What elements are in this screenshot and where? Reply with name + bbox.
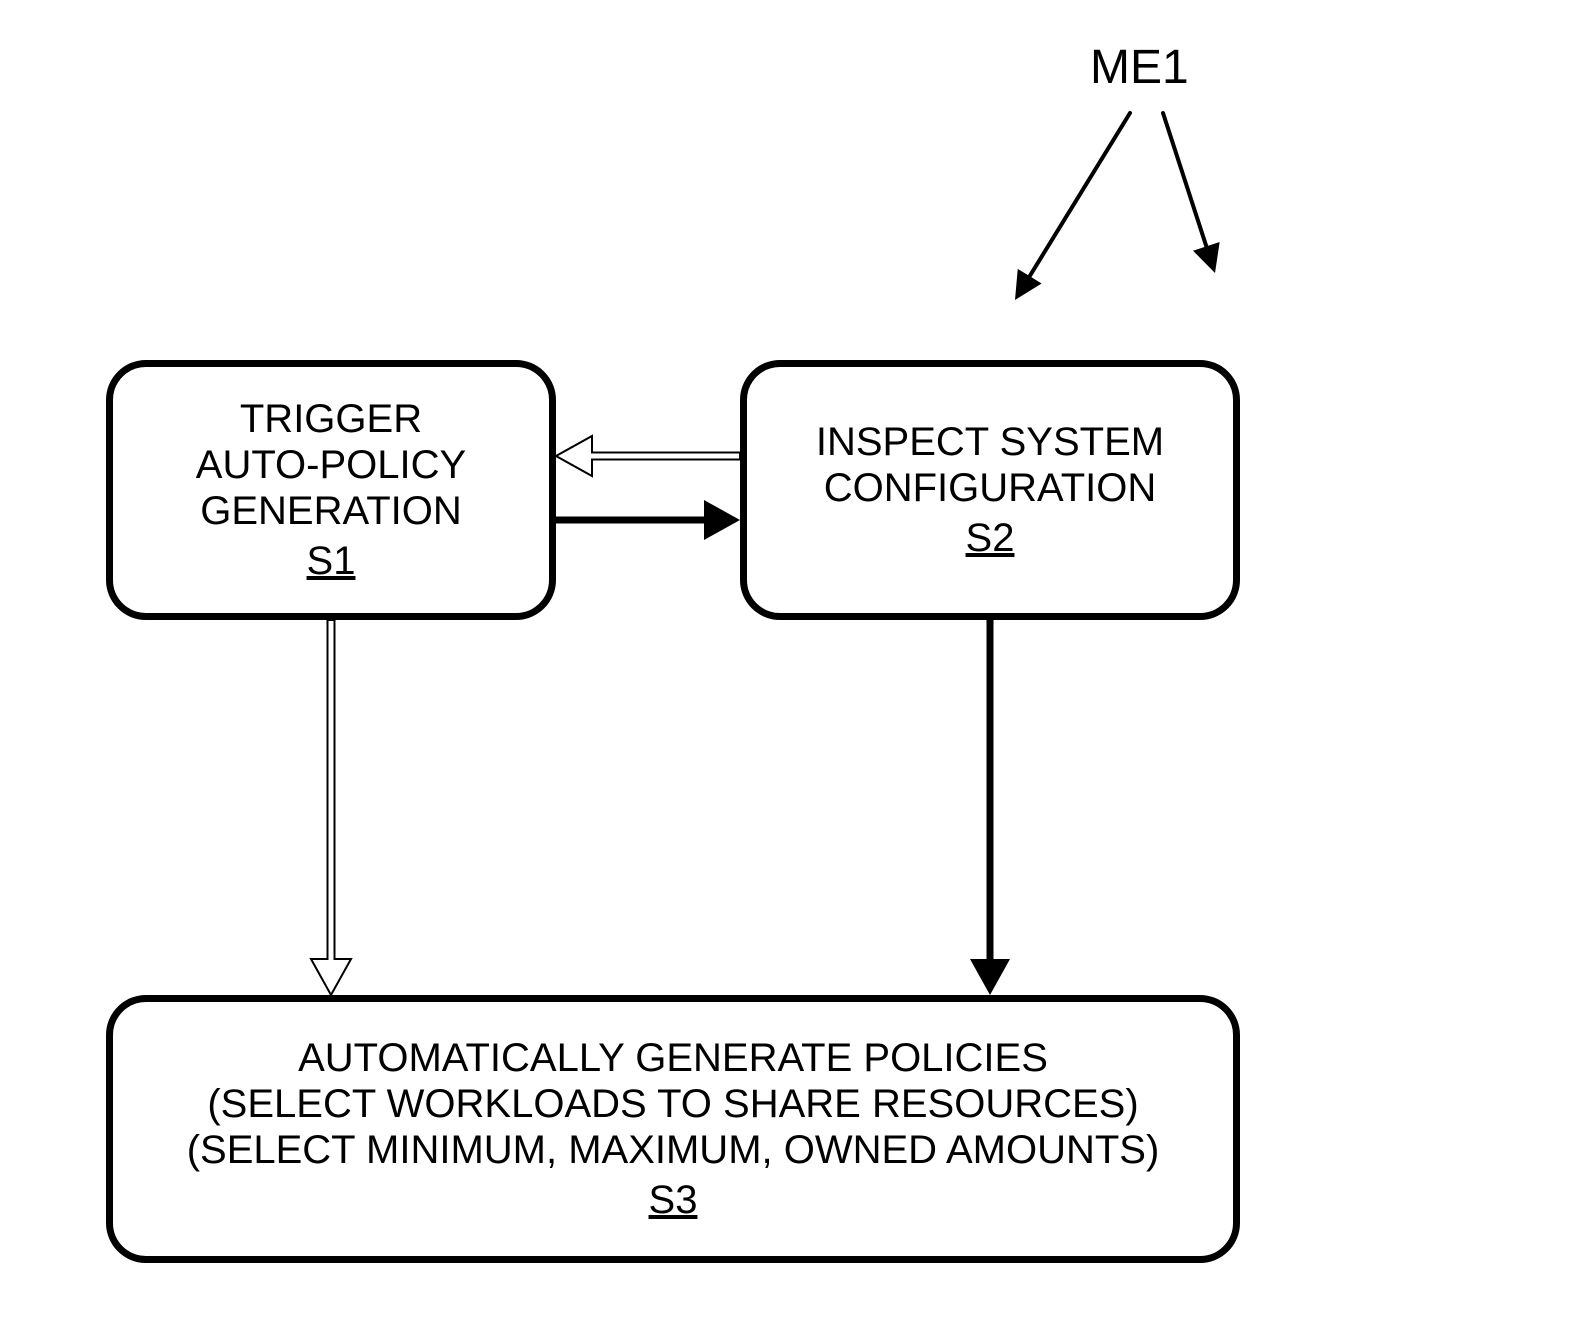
node-text: (SELECT MINIMUM, MAXIMUM, OWNED AMOUNTS)	[187, 1127, 1160, 1173]
diagram-label-me1: ME1	[1090, 40, 1189, 95]
node-step: S3	[649, 1177, 698, 1223]
node-text: AUTOMATICALLY GENERATE POLICIES	[298, 1035, 1048, 1081]
flowchart-node-s2: INSPECT SYSTEM CONFIGURATION S2	[740, 360, 1240, 620]
flowchart-node-s1: TRIGGER AUTO-POLICY GENERATION S1	[106, 360, 556, 620]
node-text: GENERATION	[200, 488, 462, 534]
flowchart-node-s3: AUTOMATICALLY GENERATE POLICIES (SELECT …	[106, 995, 1240, 1263]
node-text: CONFIGURATION	[824, 465, 1157, 511]
node-text: TRIGGER	[240, 396, 422, 442]
node-text: AUTO-POLICY	[196, 442, 466, 488]
node-text: INSPECT SYSTEM	[816, 419, 1164, 465]
node-text: (SELECT WORKLOADS TO SHARE RESOURCES)	[207, 1081, 1138, 1127]
diagram-canvas: ME1 TRIGGER AUTO-POLICY GENERATION S1 IN…	[0, 0, 1592, 1343]
node-step: S1	[307, 538, 356, 584]
node-step: S2	[966, 515, 1015, 561]
